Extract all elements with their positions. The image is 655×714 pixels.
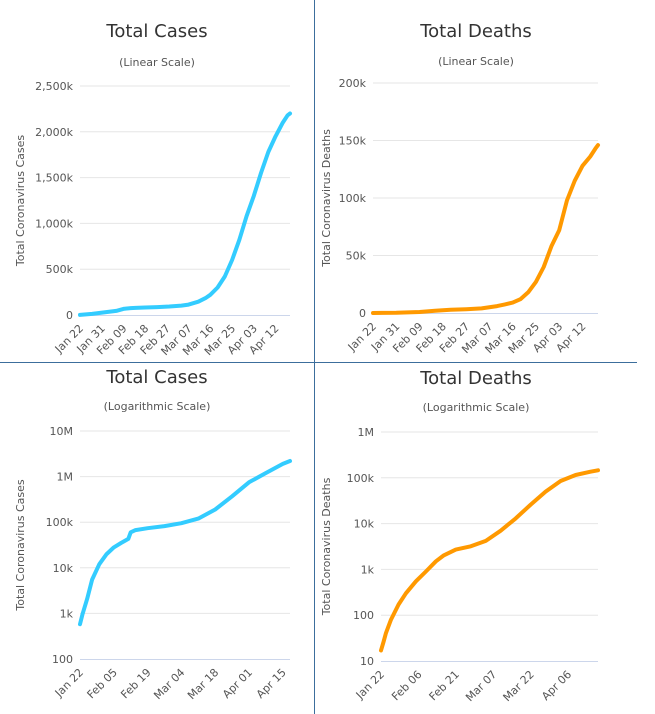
chart-title: Total Deaths — [419, 21, 532, 42]
y-tick-label: 100 — [353, 609, 374, 622]
x-tick-label: Jan 22 — [52, 666, 86, 700]
x-tick-label: Feb 06 — [389, 668, 424, 703]
chart-subtitle: (Logarithmic Scale) — [104, 400, 211, 413]
y-tick-label: 2,000k — [35, 126, 73, 139]
chart-svg: Total Cases (Linear Scale) 0 500k 1,000k 1,50… — [14, 21, 292, 358]
x-tick-label: Feb 19 — [118, 666, 153, 701]
y-tick-label: 200k — [339, 77, 367, 90]
chart-total-cases-linear: Total Cases (Linear Scale) 0 500k 1,000k 1,50… — [0, 0, 314, 362]
y-tick-label: 1,500k — [35, 172, 73, 185]
chart-svg: Total Deaths (Logarithmic Scale) 10 100 1k 10… — [320, 368, 600, 704]
x-tick-label: Feb 05 — [85, 666, 120, 701]
chart-title: Total Cases — [105, 367, 207, 388]
x-tick-label: Mar 22 — [501, 668, 537, 704]
y-tick-label: 100k — [339, 192, 367, 205]
y-tick-label: 10 — [360, 655, 374, 668]
chart-subtitle: (Logarithmic Scale) — [423, 401, 530, 414]
chart-total-deaths-linear: Total Deaths (Linear Scale) 0 50k 100k 150k 20… — [315, 0, 637, 362]
series-line — [78, 111, 292, 317]
chart-svg: Total Cases (Logarithmic Scale) 100 1k 10k 10… — [14, 367, 292, 702]
y-tick-label: 10M — [50, 425, 74, 438]
series-line — [379, 468, 600, 653]
chart-total-deaths-log: Total Deaths (Logarithmic Scale) 10 100 1k 10… — [315, 363, 637, 714]
series-line — [371, 143, 600, 315]
chart-title: Total Deaths — [419, 368, 532, 389]
y-tick-label: 50k — [346, 250, 367, 263]
y-tick-label: 150k — [339, 135, 367, 148]
x-tick-label: Mar 07 — [463, 668, 499, 704]
y-tick-label: 1k — [60, 607, 74, 620]
y-tick-label: 2,500k — [35, 80, 73, 93]
series-line — [78, 459, 292, 627]
y-tick-label: 100 — [52, 653, 73, 666]
x-tick-label: Apr 15 — [254, 666, 289, 701]
x-tick-label: Mar 18 — [185, 666, 221, 702]
chart-svg: Total Deaths (Linear Scale) 0 50k 100k 150k 20… — [320, 21, 600, 356]
y-tick-label: 1M — [358, 426, 375, 439]
panel-divider-horizontal — [0, 362, 637, 363]
x-tick-label: Apr 01 — [220, 666, 255, 701]
y-tick-label: 1M — [57, 471, 74, 484]
x-tick-label: Feb 21 — [427, 668, 462, 703]
y-tick-label: 10k — [53, 562, 74, 575]
y-axis-label: Total Coronavirus Cases — [14, 479, 27, 612]
y-tick-label: 500k — [46, 263, 74, 276]
chart-title: Total Cases — [105, 21, 207, 42]
y-tick-label: 1,000k — [35, 217, 73, 230]
y-tick-label: 10k — [354, 518, 375, 531]
chart-subtitle: (Linear Scale) — [119, 56, 195, 69]
y-tick-label: 100k — [46, 516, 74, 529]
y-tick-label: 100k — [347, 472, 375, 485]
y-tick-label: 0 — [66, 309, 73, 322]
x-tick-label: Apr 06 — [539, 668, 574, 703]
chart-total-cases-log: Total Cases (Logarithmic Scale) 100 1k 10k 10… — [0, 363, 314, 714]
x-tick-label: Jan 22 — [353, 668, 387, 702]
y-tick-label: 1k — [361, 563, 375, 576]
panel-divider-vertical — [314, 0, 315, 714]
y-axis-label: Total Coronavirus Deaths — [320, 129, 333, 268]
y-tick-label: 0 — [359, 307, 366, 320]
chart-subtitle: (Linear Scale) — [438, 55, 514, 68]
y-axis-label: Total Coronavirus Cases — [14, 135, 27, 268]
x-tick-label: Mar 04 — [151, 666, 187, 702]
y-axis-label: Total Coronavirus Deaths — [320, 477, 333, 616]
